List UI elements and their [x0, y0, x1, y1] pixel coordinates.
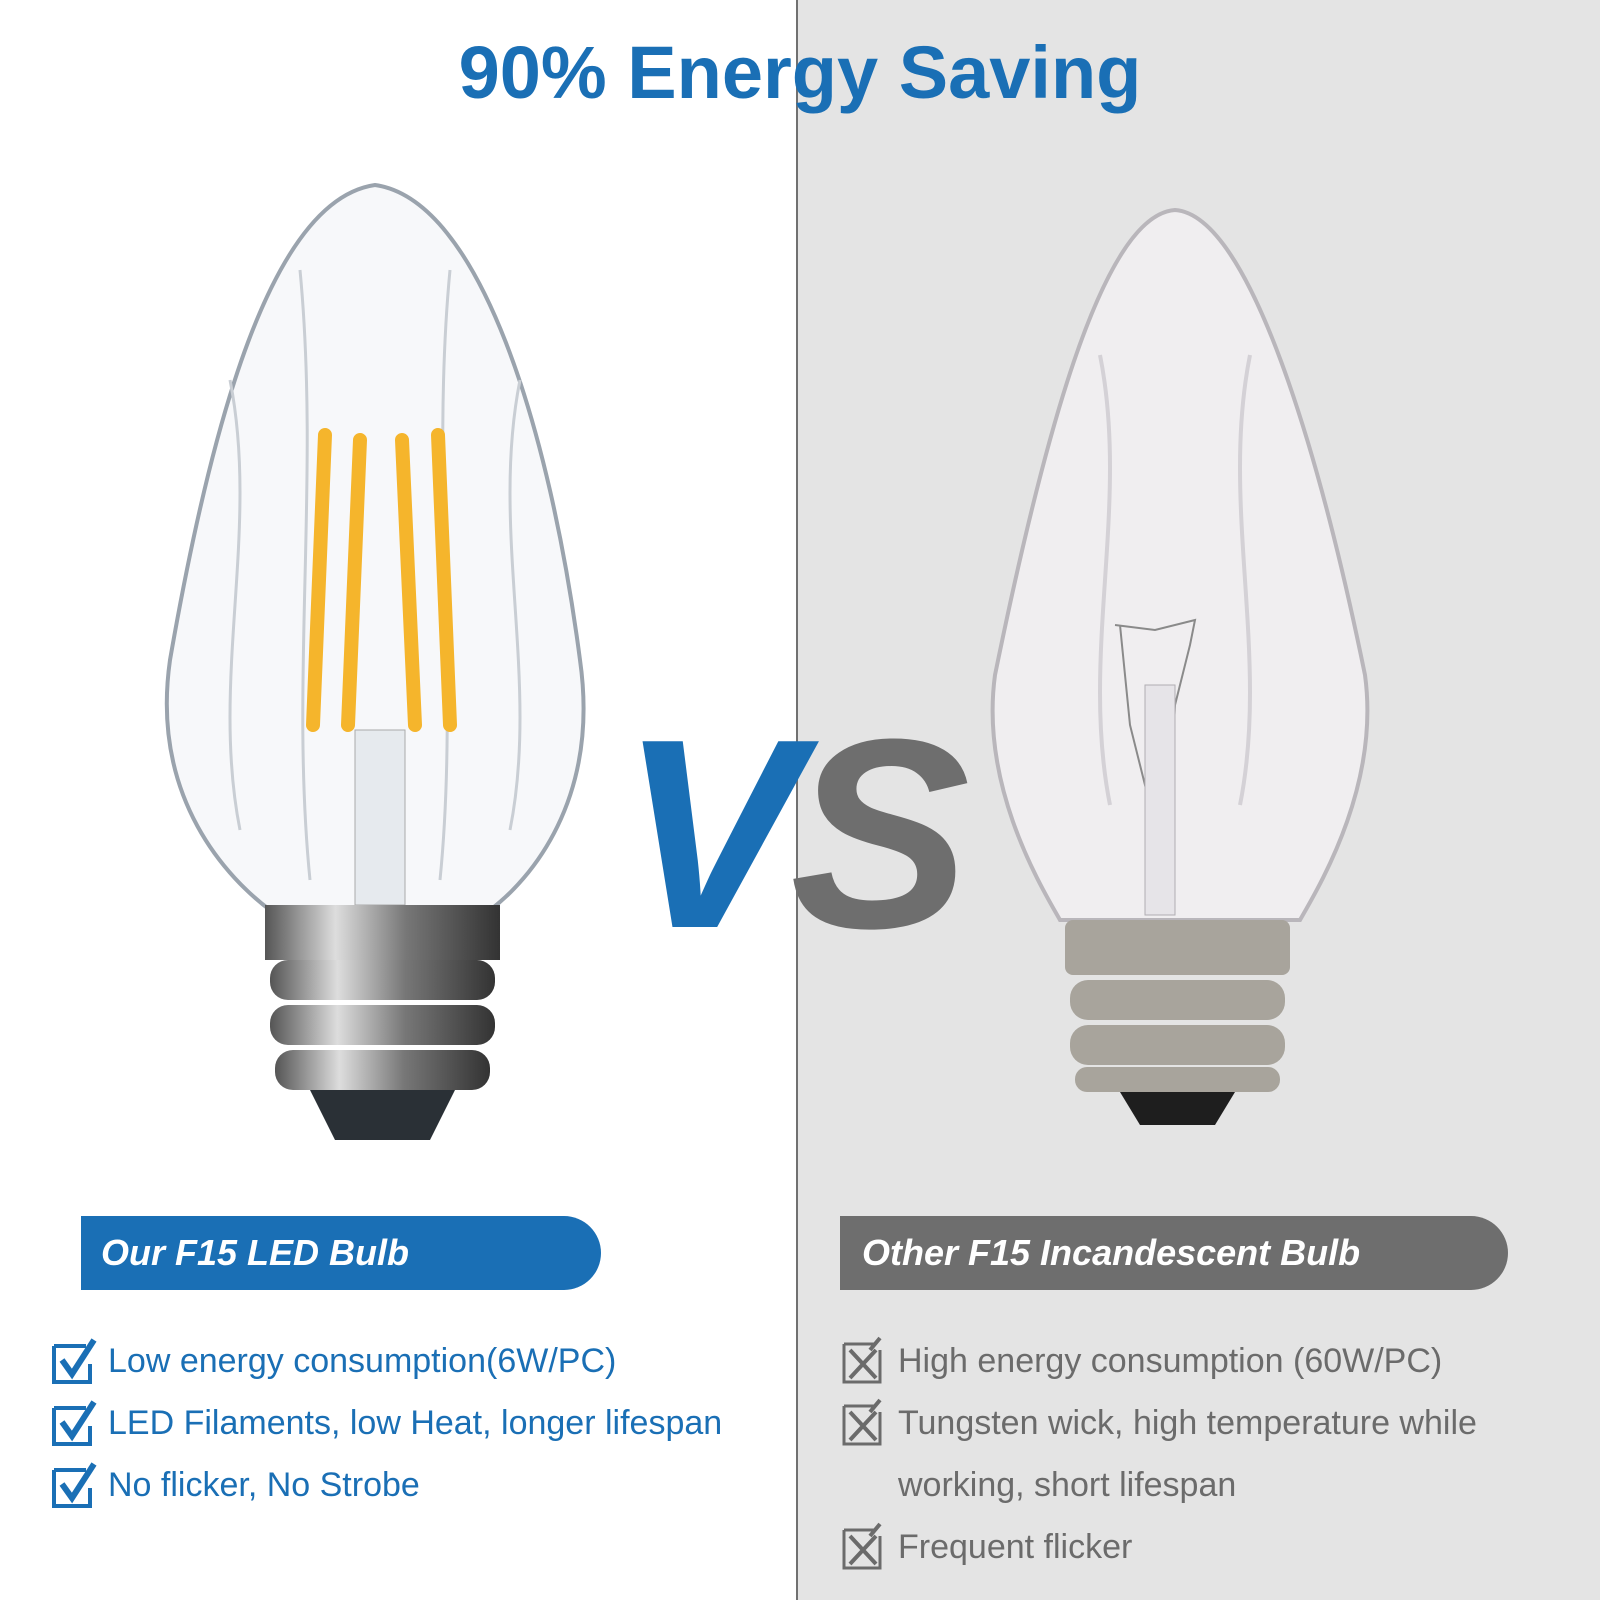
vs-letter-s: S [790, 684, 971, 985]
feature-text: No flicker, No Strobe [108, 1466, 420, 1504]
checkbox-checked-icon [52, 1400, 97, 1446]
checkbox-crossed-icon [842, 1522, 882, 1570]
feature-text: Frequent flicker [898, 1528, 1133, 1566]
checkbox-crossed-icon [842, 1398, 882, 1446]
list-item: Low energy consumption(6W/PC) [50, 1330, 722, 1392]
led-features-list: Low energy consumption(6W/PC) LED Filame… [50, 1330, 722, 1516]
vs-letter-v: V [620, 684, 801, 985]
led-bulb-image [164, 182, 586, 1140]
feature-text: Tungsten wick, high temperature while [898, 1404, 1477, 1442]
list-item: High energy consumption (60W/PC) [840, 1330, 1477, 1392]
checkbox-checked-icon [52, 1338, 97, 1384]
list-item: LED Filaments, low Heat, longer lifespan [50, 1392, 722, 1454]
list-item: Frequent flicker [840, 1516, 1477, 1578]
incandescent-features-list: High energy consumption (60W/PC) Tungste… [840, 1330, 1477, 1578]
headline: 90% Energy Saving [458, 31, 1142, 114]
led-bulb-label: Our F15 LED Bulb [81, 1216, 601, 1290]
list-item: Tungsten wick, high temperature while [840, 1392, 1477, 1454]
checkbox-crossed-icon [842, 1336, 882, 1384]
checkbox-checked-icon [52, 1462, 97, 1508]
incandescent-bulb-label: Other F15 Incandescent Bulb [840, 1216, 1508, 1290]
feature-text: LED Filaments, low Heat, longer lifespan [108, 1404, 723, 1442]
list-item: No flicker, No Strobe [50, 1454, 722, 1516]
incandescent-bulb-image [990, 207, 1370, 1125]
feature-text: High energy consumption (60W/PC) [898, 1342, 1443, 1380]
feature-text: Low energy consumption(6W/PC) [108, 1342, 617, 1380]
list-item-continuation: working, short lifespan [840, 1454, 1477, 1516]
feature-text: working, short lifespan [898, 1466, 1237, 1504]
